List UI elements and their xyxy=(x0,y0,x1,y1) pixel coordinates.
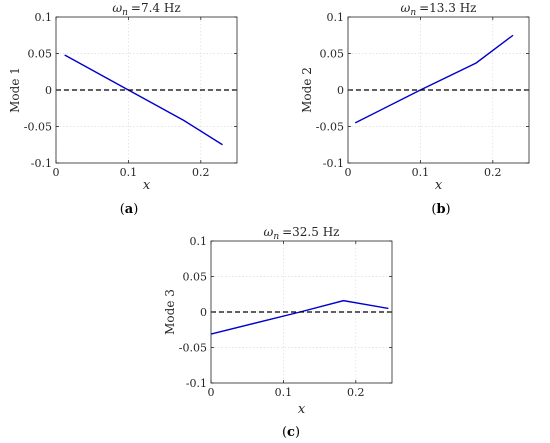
y-tick-label-a-0: -0.1 xyxy=(31,157,52,170)
x-axis-label-b: x xyxy=(435,178,443,193)
subplot-a: 0 0.1 0.2 -0.1 -0.05 0 0.05 0.1 ωn =7.4 Hz Mode 1 x… xyxy=(8,1,238,217)
y-tick-label-b-4: 0.1 xyxy=(327,11,345,24)
subplot-caption-b: (b) xyxy=(431,202,450,217)
x-tick-label-a-1: 0.1 xyxy=(120,166,138,179)
x-tick-label-b-1: 0.1 xyxy=(412,166,430,179)
y-tick-label-c-1: -0.05 xyxy=(179,342,207,355)
y-tick-label-a-2: 0 xyxy=(45,84,52,97)
y-tick-label-c-4: 0.1 xyxy=(190,235,208,248)
y-axis-label-a: Mode 1 xyxy=(8,67,22,113)
y-tick-label-c-0: -0.1 xyxy=(186,377,207,390)
mode-shape-line-a xyxy=(64,54,223,146)
subplot-title-c: ωn =32.5 Hz xyxy=(264,225,340,242)
mode-shape-line-c xyxy=(210,299,389,335)
y-tick-label-c-3: 0.05 xyxy=(183,271,208,284)
subplot-title-b: ωn =13.3 Hz xyxy=(401,1,477,18)
y-axis-label-b: Mode 2 xyxy=(300,67,314,113)
subplot-c: 0 0.1 0.2 -0.1 -0.05 0 0.05 0.1 ωn =32.5 Hz Mode 3… xyxy=(163,225,393,440)
subplot-caption-c: (c) xyxy=(282,425,300,440)
x-axis-label-a: x xyxy=(143,178,151,193)
x-tick-label-c-0: 0 xyxy=(208,386,215,399)
y-tick-label-b-3: 0.05 xyxy=(320,48,345,61)
y-tick-label-a-4: 0.1 xyxy=(35,11,53,24)
y-tick-label-b-1: -0.05 xyxy=(316,121,344,134)
x-tick-label-a-0: 0 xyxy=(53,166,60,179)
y-tick-label-b-2: 0 xyxy=(337,84,344,97)
x-tick-label-a-2: 0.2 xyxy=(192,166,210,179)
y-tick-label-b-0: -0.1 xyxy=(323,157,344,170)
y-tick-label-a-3: 0.05 xyxy=(28,48,53,61)
x-tick-label-c-1: 0.1 xyxy=(275,386,293,399)
x-axis-label-c: x xyxy=(298,402,306,417)
y-tick-label-c-2: 0 xyxy=(200,306,207,319)
y-tick-label-a-1: -0.05 xyxy=(24,121,52,134)
y-axis-label-c: Mode 3 xyxy=(163,289,177,335)
subplot-b: 0 0.1 0.2 -0.1 -0.05 0 0.05 0.1 ωn =13.3 Hz Mode 2… xyxy=(300,1,530,217)
subplot-title-a: ωn =7.4 Hz xyxy=(112,1,180,18)
subplot-caption-a: (a) xyxy=(120,202,139,217)
x-tick-label-c-2: 0.2 xyxy=(347,386,365,399)
x-tick-label-b-2: 0.2 xyxy=(484,166,502,179)
x-tick-label-b-0: 0 xyxy=(345,166,352,179)
mode-shape-line-b xyxy=(354,34,514,124)
